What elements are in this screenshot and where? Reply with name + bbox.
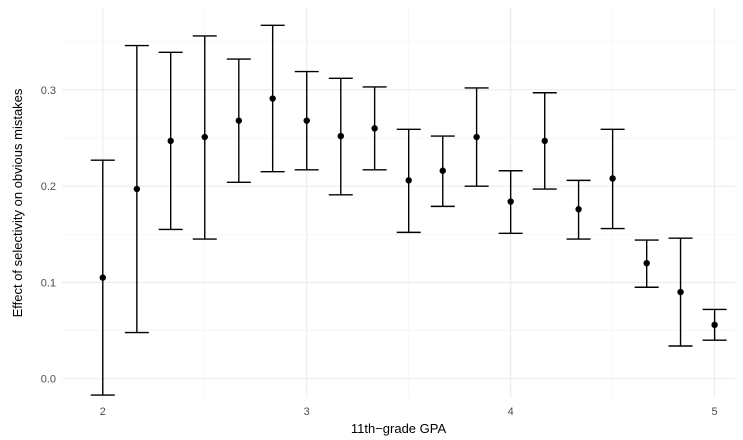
y-tick-labels: 0.0 0.1 0.2 0.3 [41, 85, 56, 386]
data-point [711, 321, 718, 329]
data-point [99, 274, 106, 281]
data-point [473, 133, 480, 141]
data-point [133, 185, 141, 193]
x-tick-label: 3 [304, 406, 310, 418]
x-axis-title: 11th−grade GPA [351, 421, 447, 436]
y-tick-label: 0.3 [41, 85, 56, 97]
x-tick-label: 5 [712, 406, 718, 418]
y-axis-title: Effect of selectivity on obvious mistake… [10, 88, 25, 317]
data-point [609, 175, 616, 182]
data-point [201, 133, 208, 141]
data-point [677, 288, 684, 296]
y-tick-label: 0.0 [41, 374, 56, 386]
data-point [337, 132, 344, 140]
data-point [439, 167, 446, 174]
data-point [269, 95, 276, 102]
data-point [405, 177, 412, 184]
data-point [541, 137, 548, 145]
data-point [303, 117, 310, 124]
data-point [575, 206, 582, 213]
data-points [99, 95, 718, 329]
x-tick-label: 2 [100, 406, 106, 418]
data-point [643, 259, 650, 267]
data-point [507, 198, 514, 205]
x-tick-labels: 2 3 4 5 [100, 406, 718, 418]
x-tick-label: 4 [508, 406, 514, 418]
y-tick-label: 0.2 [41, 181, 56, 193]
data-point [235, 117, 243, 124]
data-point [371, 125, 378, 132]
y-tick-label: 0.1 [41, 277, 56, 289]
grid [62, 8, 735, 398]
data-point [167, 137, 174, 145]
